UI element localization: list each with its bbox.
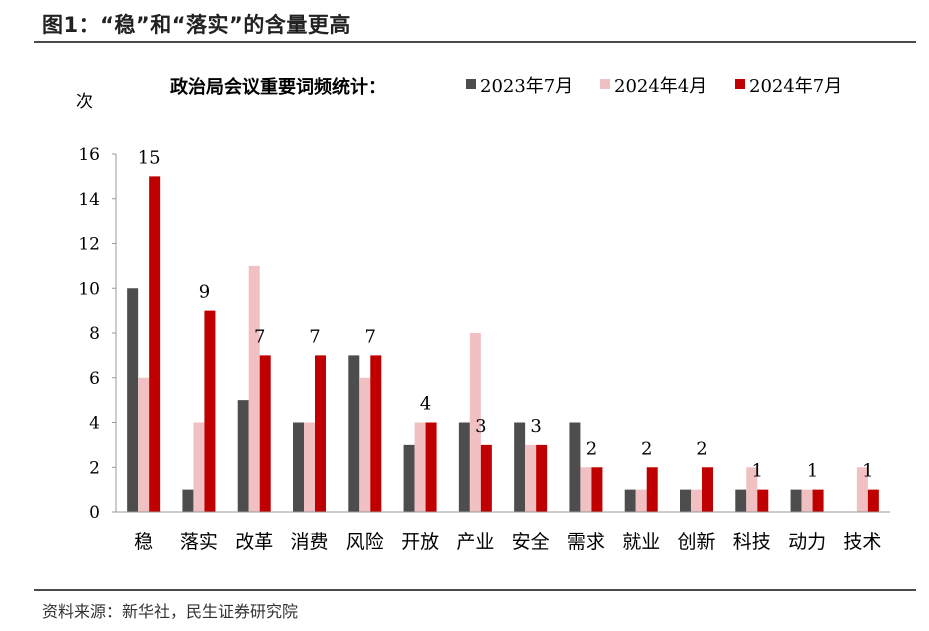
chart-title: 政治局会议重要词频统计： (170, 76, 386, 98)
bar (480, 444, 492, 512)
data-label: 2 (696, 438, 707, 459)
x-tick-label: 消费 (290, 531, 328, 553)
bar (790, 489, 802, 512)
bar (580, 467, 592, 512)
y-tick-label: 16 (78, 145, 100, 165)
bar (348, 355, 360, 512)
figure-title: 图1：“稳”和“落实”的含量更高 (42, 13, 351, 37)
bar (801, 489, 813, 512)
y-tick-label: 4 (89, 414, 100, 434)
x-tick-label: 开放 (401, 531, 439, 553)
bar (867, 489, 879, 512)
x-axis: 稳 落实 改革 消费 风险 开放 产业 安全 需求 就业 创新 科技 动力 技术 (116, 511, 890, 553)
legend-swatch (600, 79, 610, 89)
bar (646, 467, 658, 512)
data-label: 7 (365, 326, 376, 347)
x-tick-label: 创新 (677, 531, 715, 553)
data-label: 1 (752, 461, 763, 482)
bar (746, 467, 758, 512)
bar (680, 489, 691, 512)
bar (304, 422, 315, 512)
data-label: 15 (138, 147, 161, 168)
bar (591, 467, 603, 512)
y-tick-label: 14 (78, 190, 100, 210)
x-tick-label: 落实 (180, 531, 218, 553)
legend-label: 2024年4月 (614, 76, 707, 97)
legend-label: 2024年7月 (749, 76, 842, 97)
bar (691, 489, 702, 512)
bar (735, 489, 747, 512)
x-tick-label: 技术 (843, 531, 881, 553)
y-axis-unit-label: 次 (76, 92, 93, 112)
bar (315, 355, 326, 512)
y-axis: 0 2 4 6 8 10 12 14 16 (78, 145, 117, 523)
legend-label: 2023年7月 (480, 76, 573, 97)
top-divider (34, 41, 916, 43)
legend-swatch (466, 79, 476, 89)
bar-chart: 政治局会议重要词频统计： 次 2023年7月 2024年4月 2024年7月 0 2 4… (76, 76, 890, 553)
bar (525, 444, 537, 512)
legend-swatch (735, 79, 745, 89)
x-tick-label: 需求 (567, 531, 605, 553)
x-tick-label: 稳 (134, 531, 153, 553)
data-label: 4 (420, 394, 431, 415)
bar (138, 377, 150, 512)
data-label: 7 (309, 326, 320, 347)
data-label: 1 (862, 461, 873, 482)
y-tick-label: 12 (78, 235, 100, 255)
y-tick-label: 8 (89, 324, 100, 344)
x-tick-label: 就业 (622, 531, 660, 553)
bar (403, 444, 415, 512)
x-tick-label: 科技 (733, 531, 771, 553)
bar (514, 422, 526, 512)
bar (193, 422, 205, 512)
data-label: 2 (641, 438, 652, 459)
data-label: 7 (254, 326, 265, 347)
data-labels: 15 9 7 7 7 4 3 3 2 2 2 1 1 1 (138, 147, 874, 481)
bar (702, 467, 713, 512)
bar (425, 422, 437, 512)
bar (248, 265, 260, 512)
bar (414, 422, 426, 512)
bars (127, 176, 879, 512)
bar (469, 333, 481, 512)
bar (757, 489, 769, 512)
data-label: 1 (807, 461, 818, 482)
data-label: 2 (586, 438, 597, 459)
data-label: 3 (530, 416, 541, 437)
bar (370, 355, 382, 512)
bar (812, 489, 824, 512)
bar (569, 422, 581, 512)
source-note: 资料来源：新华社，民生证券研究院 (42, 602, 299, 621)
x-tick-label: 动力 (788, 531, 826, 553)
bar (293, 422, 304, 512)
x-tick-label: 安全 (512, 531, 550, 553)
bar (149, 176, 161, 512)
data-label: 9 (199, 282, 210, 303)
y-tick-label: 6 (89, 369, 100, 389)
legend: 2023年7月 2024年4月 2024年7月 (466, 76, 842, 97)
bar (237, 400, 249, 512)
y-tick-label: 10 (78, 279, 100, 299)
bar (182, 489, 194, 512)
data-label: 3 (475, 416, 486, 437)
y-tick-label: 0 (89, 503, 100, 523)
bar (259, 355, 271, 512)
bar (856, 467, 868, 512)
bar (624, 489, 636, 512)
bar (204, 310, 216, 512)
bar (359, 377, 371, 512)
x-tick-label: 风险 (346, 531, 384, 553)
bar (127, 288, 139, 512)
x-tick-label: 产业 (456, 531, 494, 553)
bar (458, 422, 470, 512)
bar (536, 444, 548, 512)
x-tick-label: 改革 (235, 531, 273, 553)
y-tick-label: 2 (89, 458, 100, 478)
bar (635, 489, 647, 512)
bottom-divider (34, 589, 916, 591)
